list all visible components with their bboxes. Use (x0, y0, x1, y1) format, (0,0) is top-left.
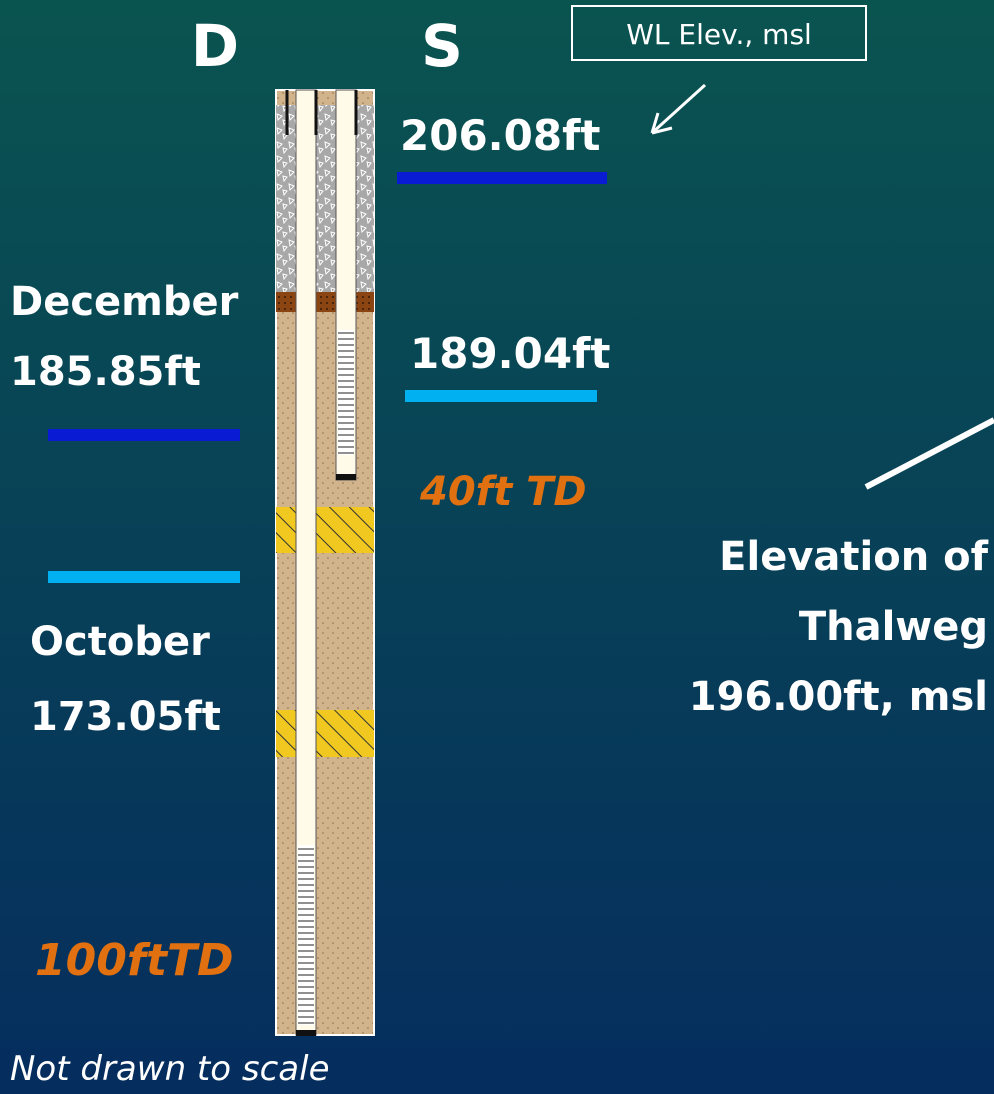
annotation: Elevation of (719, 534, 988, 580)
level-line (48, 429, 240, 441)
month-label: October (30, 619, 210, 665)
depth-label: 40ft TD (419, 469, 587, 515)
level-label: 185.85ft (10, 349, 201, 395)
arrow (650, 83, 707, 135)
depth-label: 100ftTD (35, 935, 234, 986)
pointer-line (864, 417, 994, 490)
label-box (571, 5, 867, 61)
level-label: 189.04ft (410, 329, 610, 378)
month-label: December (10, 279, 239, 325)
level-label: 173.05ft (30, 694, 221, 740)
well-label: S (421, 12, 463, 80)
annotation: 196.00ft, msl (689, 674, 988, 720)
note: Not drawn to scale (10, 1049, 329, 1089)
level-line (397, 172, 607, 184)
well-diagram (275, 89, 375, 1036)
annotation: Thalweg (799, 604, 988, 650)
box-label: WL Elev., msl (626, 18, 812, 51)
level-line (48, 571, 240, 583)
well-label: D (191, 12, 239, 80)
level-line (405, 390, 597, 402)
level-label: 206.08ft (400, 111, 600, 160)
